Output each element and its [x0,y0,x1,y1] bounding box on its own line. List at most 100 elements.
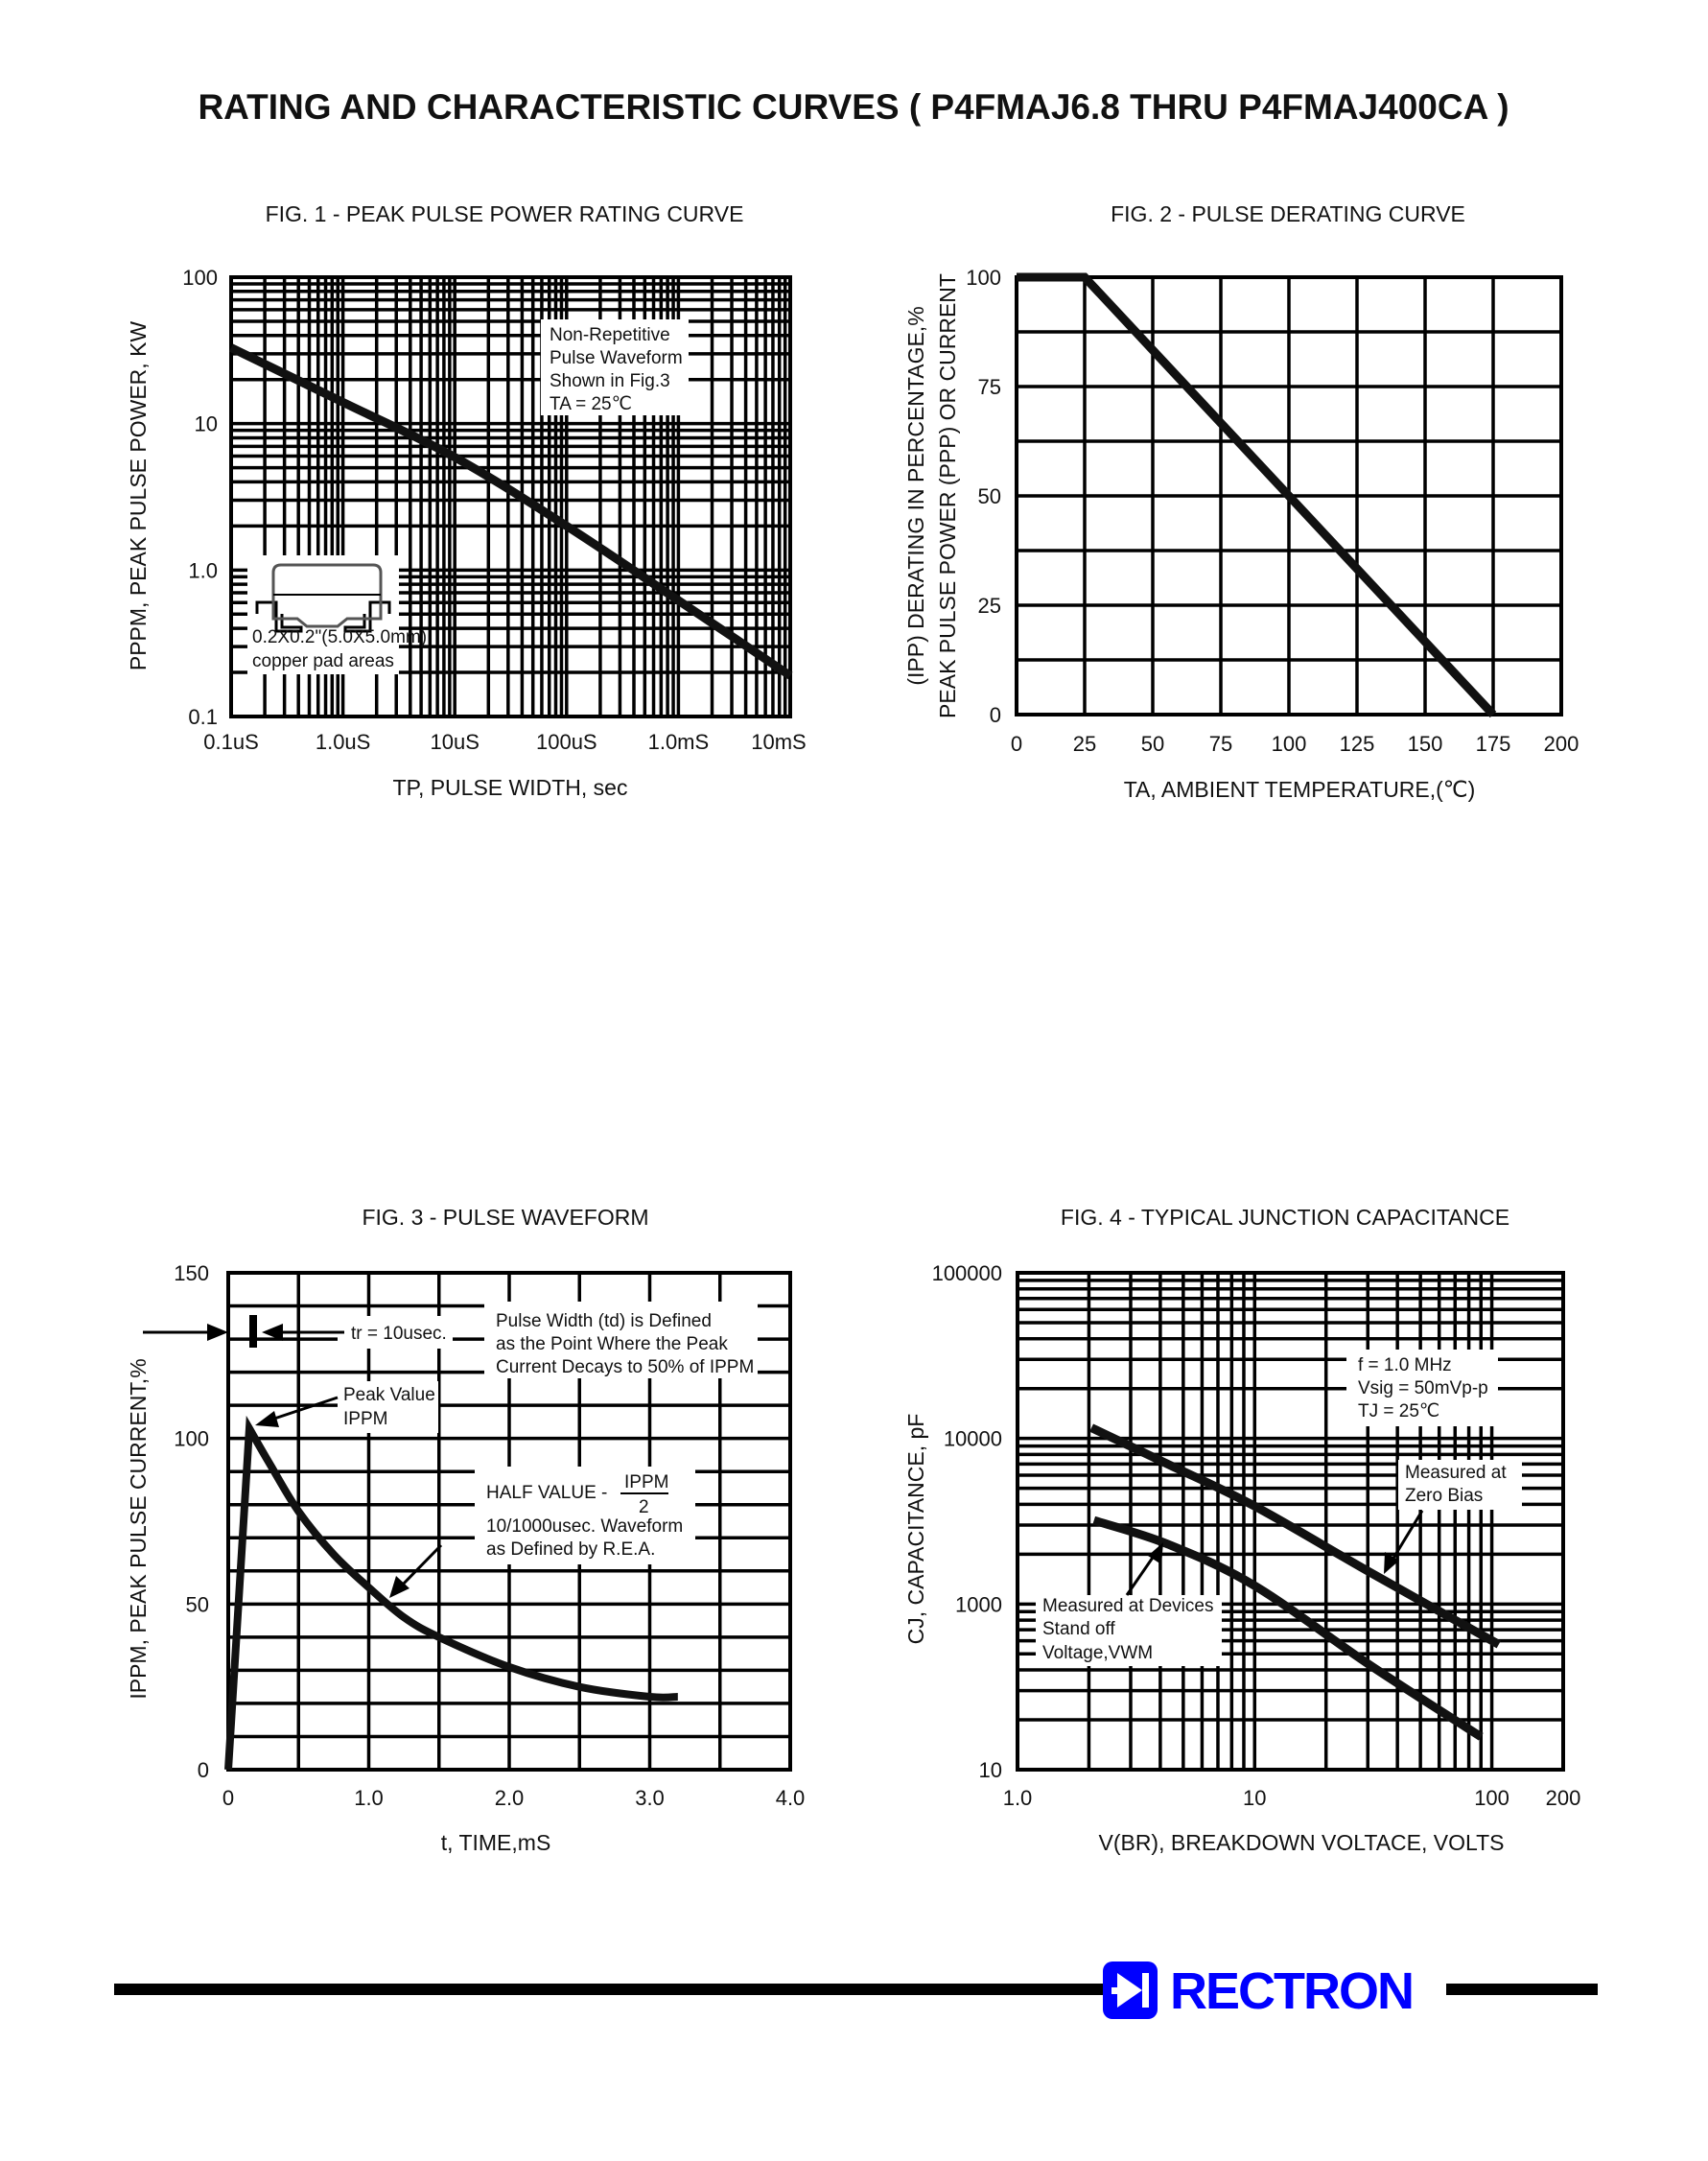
fig4-xlabel: V(BR), BREAKDOWN VOLTACE, VOLTS [1098,1830,1504,1855]
x-tick-label: 175 [1476,732,1511,756]
fig4-title: FIG. 4 - TYPICAL JUNCTION CAPACITANCE [1061,1205,1509,1230]
fig1-title: FIG. 1 - PEAK PULSE POWER RATING CURVE [266,201,744,226]
x-tick-label: 3.0 [635,1786,665,1810]
x-tick-label: 50 [1141,732,1164,756]
fig4-series-line-1 [1089,1423,1502,1649]
y-tick-label: 10000 [944,1427,1002,1451]
curves-layer [224,272,1502,1771]
plot-frame [1016,1271,1565,1772]
fig4-standoff-label: Stand off [1042,1619,1115,1639]
fig3-half-value-arrow [389,1543,443,1598]
fig1-pad-label: copper pad areas [252,651,394,671]
y-tick-label: 0.1 [188,705,218,729]
fig1-condition-line: Shown in Fig.3 [550,371,670,391]
x-tick-label: 100 [1474,1786,1509,1810]
footer-rule-left [114,1984,1107,1995]
fig4-standoff-label: Voltage,VWM [1042,1643,1153,1663]
fig3-xlabel: t, TIME,mS [441,1830,551,1855]
y-tick-label: 0 [198,1758,209,1782]
fig2-plot: 0 25 50 75 100 125 150 175 200 0 25 50 75 100 [966,266,1579,756]
fig3-half-value-box [475,1467,695,1564]
fig1-ylabel: PPPM, PEAK PULSE POWER, KW [126,321,151,671]
fig3-pulse-width-line: as the Point Where the Peak [496,1334,728,1354]
fig1-condition-line: Pulse Waveform [550,348,683,368]
fig3-half-value-label: HALF VALUE - [486,1483,607,1503]
fig3-pulse-width-box [484,1302,758,1378]
fig3-title: FIG. 3 - PULSE WAVEFORM [362,1205,648,1230]
fig1-pad-label: 0.2X0.2"(5.0X5.0mm) [252,627,427,647]
fig3-tr-marker [143,1315,453,1349]
plot-frame [229,275,792,718]
fig2-series-line-1 [1017,272,1497,718]
fig4-arrows [1125,1510,1424,1596]
fig1-xlabel: TP, PULSE WIDTH, sec [393,775,628,800]
fig4-standoff-label: Measured at Devices [1042,1596,1213,1616]
y-tick-label: 1.0 [188,558,218,582]
fig4-condition-line: Vsig = 50mVp-p [1358,1378,1488,1398]
x-tick-label: 1.0 [354,1786,384,1810]
fig2-xlabel: TA, AMBIENT TEMPERATURE,(℃) [1124,777,1476,802]
y-tick-label: 25 [978,594,1001,618]
fig3-half-denominator: 2 [639,1497,649,1517]
fig2-ylabel-line2: PEAK PULSE POWER (PPP) OR CURRENT [935,273,960,718]
fig2-title: FIG. 2 - PULSE DERATING CURVE [1111,201,1465,226]
fig1-plot: 0.1uS 1.0uS 10uS 100uS 1.0mS 10mS 0.1 1.0 10 100 [182,266,806,754]
x-tick-label: 0 [1011,732,1022,756]
x-tick-label: 10 [1243,1786,1266,1810]
charts-layer: 0.1uS 1.0uS 10uS 100uS 1.0mS 10mS0.11.0101000… [174,266,1580,1810]
y-tick-label: 0 [990,703,1001,727]
x-tick-label: 4.0 [776,1786,806,1810]
x-tick-label: 125 [1340,732,1375,756]
fig3-peak-label: Peak Value [343,1385,435,1405]
x-tick-label: 100uS [536,730,597,754]
x-tick-label: 2.0 [495,1786,525,1810]
y-tick-label: 150 [174,1261,209,1285]
y-tick-label: 10 [979,1758,1002,1782]
fig1-condition-line: Non-Repetitive [550,325,670,345]
fig4-standoff-box [1036,1595,1222,1666]
y-tick-label: 50 [186,1592,209,1616]
x-tick-label: 1.0uS [316,730,371,754]
fig3-waveform-line: 10/1000usec. Waveform [486,1516,683,1537]
y-tick-label: 10 [195,412,218,436]
fig1-series-line-1 [229,343,793,680]
brand-logo-text: RECTRON [1170,1962,1413,2020]
fig1-condition-line: TA = 25℃ [550,394,632,414]
fig4-zero-bias-box [1398,1460,1522,1510]
fig4-zero-bias-label: Measured at [1405,1463,1507,1483]
x-tick-label: 1.0 [1003,1786,1033,1810]
y-tick-label: 100 [966,266,1001,290]
diode-logo-icon [1103,1961,1158,2019]
y-tick-label: 100 [174,1427,209,1451]
fig3-plot: 0 1.0 2.0 3.0 4.0 0 50 100 150 [174,1261,805,1810]
annotations-layer: Non-Repetitive Pulse Waveform Shown in F… [143,319,1522,1666]
page-title: RATING AND CHARACTERISTIC CURVES ( P4FMA… [198,87,1509,127]
fig3-peak-arrow [255,1396,339,1427]
x-tick-label: 75 [1209,732,1232,756]
y-tick-label: 100 [182,266,218,290]
fig3-tr-label: tr = 10usec. [351,1324,447,1344]
fig3-waveform-line: as Defined by R.E.A. [486,1539,655,1560]
y-tick-label: 100000 [932,1261,1002,1285]
fig3-half-numerator: IPPM [624,1472,668,1492]
fig4-ylabel: CJ, CAPACITANCE, pF [903,1414,928,1645]
fig3-peak-label: IPPM [343,1409,387,1429]
copper-pad-icon [255,563,391,633]
x-tick-label: 100 [1272,732,1307,756]
fig3-ylabel: IPPM, PEAK PULSE CURRENT,% [126,1358,151,1699]
x-tick-label: 0 [222,1786,234,1810]
fig1-conditions-box [541,319,689,415]
fig3-series-line-1 [224,1415,678,1771]
fig4-conditions-box [1346,1350,1498,1426]
x-tick-label: 1.0mS [648,730,710,754]
fig2-ylabel-line1: (IPP) DERATING IN PERCENTAGE,% [903,306,928,685]
x-tick-label: 200 [1544,732,1579,756]
x-tick-label: 10uS [431,730,480,754]
y-tick-label: 1000 [955,1592,1002,1616]
fig4-condition-line: TJ = 25℃ [1358,1401,1439,1421]
fig4-condition-line: f = 1.0 MHz [1358,1355,1452,1375]
y-tick-label: 50 [978,484,1001,508]
x-tick-label: 200 [1546,1786,1581,1810]
x-tick-label: 10mS [751,730,806,754]
